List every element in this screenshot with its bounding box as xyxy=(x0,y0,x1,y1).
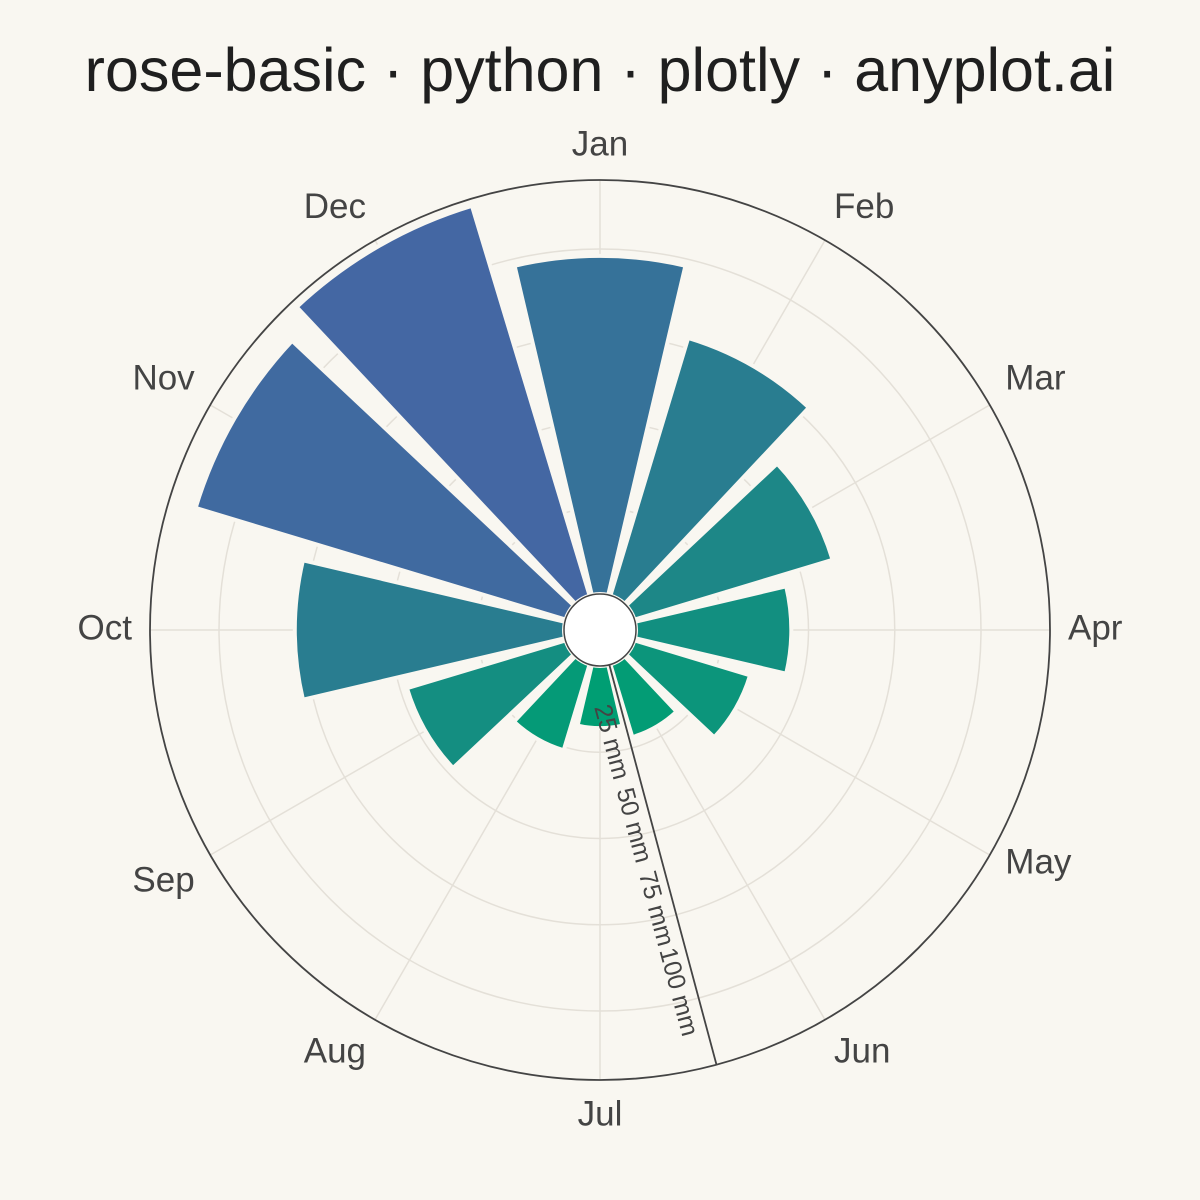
month-label-jan: Jan xyxy=(572,124,628,163)
month-label-jun: Jun xyxy=(834,1032,890,1071)
outer-boundary xyxy=(149,179,1051,1081)
bar-layer xyxy=(193,203,836,771)
month-label-may: May xyxy=(1005,842,1072,881)
month-label-oct: Oct xyxy=(78,608,133,647)
month-label-mar: Mar xyxy=(1005,358,1066,397)
axis-layer xyxy=(149,179,1051,1081)
radial-axis-line xyxy=(608,664,718,1065)
center-hole xyxy=(563,593,637,667)
radial-tick-label-2: 75 mm xyxy=(633,868,680,949)
radial-tick-label-1: 50 mm xyxy=(611,785,658,866)
month-label-aug: Aug xyxy=(304,1032,366,1071)
month-label-nov: Nov xyxy=(132,358,195,397)
month-label-dec: Dec xyxy=(304,187,366,226)
month-label-sep: Sep xyxy=(132,860,194,899)
month-label-apr: Apr xyxy=(1068,608,1123,647)
month-label-jul: Jul xyxy=(578,1094,623,1133)
chart-title: rose-basic · python · plotly · anyplot.a… xyxy=(84,36,1116,104)
month-label-feb: Feb xyxy=(834,187,894,226)
